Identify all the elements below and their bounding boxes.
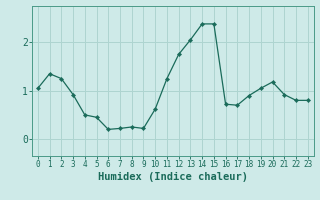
- X-axis label: Humidex (Indice chaleur): Humidex (Indice chaleur): [98, 172, 248, 182]
